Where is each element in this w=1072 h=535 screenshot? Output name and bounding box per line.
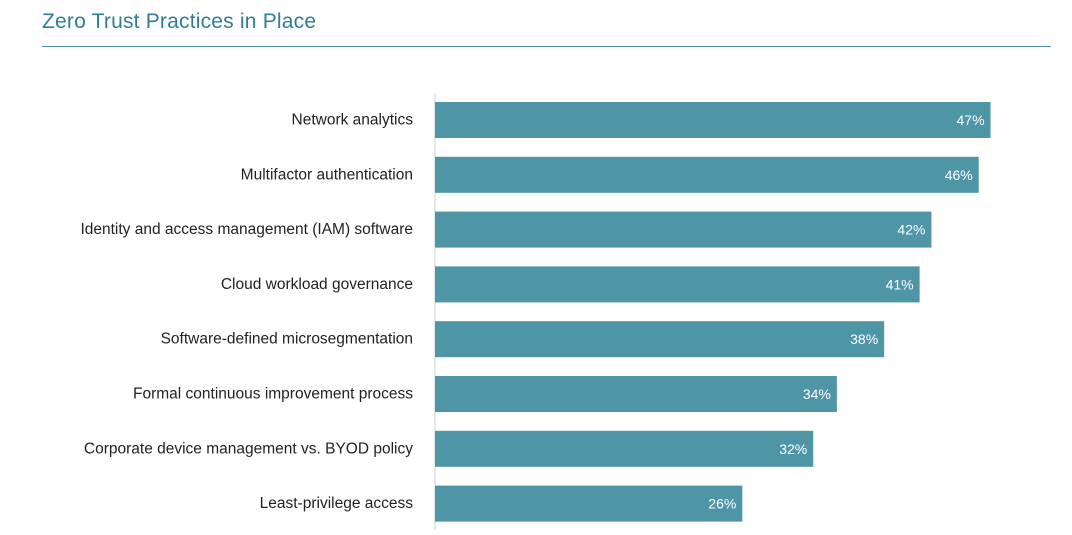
data-label: 46% — [945, 167, 973, 183]
bar — [435, 266, 920, 303]
bar — [435, 321, 885, 358]
bar — [435, 376, 837, 412]
category-label: Corporate device management vs. BYOD pol… — [84, 440, 413, 457]
category-label: Software-defined microsegmentation — [161, 331, 413, 348]
bar — [435, 102, 991, 138]
bars-group: Network analytics 47% Multifactor authenti… — [80, 102, 991, 522]
data-label: 26% — [708, 496, 736, 512]
bar — [435, 156, 979, 193]
data-label: 38% — [850, 331, 878, 347]
bar — [435, 430, 814, 467]
category-label: Multifactor authentication — [241, 166, 413, 183]
category-label: Cloud workload governance — [221, 276, 413, 293]
chart-title: Zero Trust Practices in Place — [42, 10, 317, 33]
data-label: 34% — [803, 386, 831, 402]
title-divider — [42, 46, 1051, 47]
data-label: 32% — [779, 441, 807, 457]
data-label: 47% — [957, 112, 985, 128]
category-label: Formal continuous improvement process — [133, 386, 413, 403]
category-label: Least-privilege access — [260, 495, 414, 512]
data-label: 42% — [897, 222, 925, 238]
category-label: Network analytics — [292, 112, 414, 129]
bar — [435, 485, 743, 522]
bar — [435, 211, 932, 248]
category-label: Identity and access management (IAM) sof… — [80, 221, 413, 238]
data-label: 41% — [886, 276, 914, 292]
